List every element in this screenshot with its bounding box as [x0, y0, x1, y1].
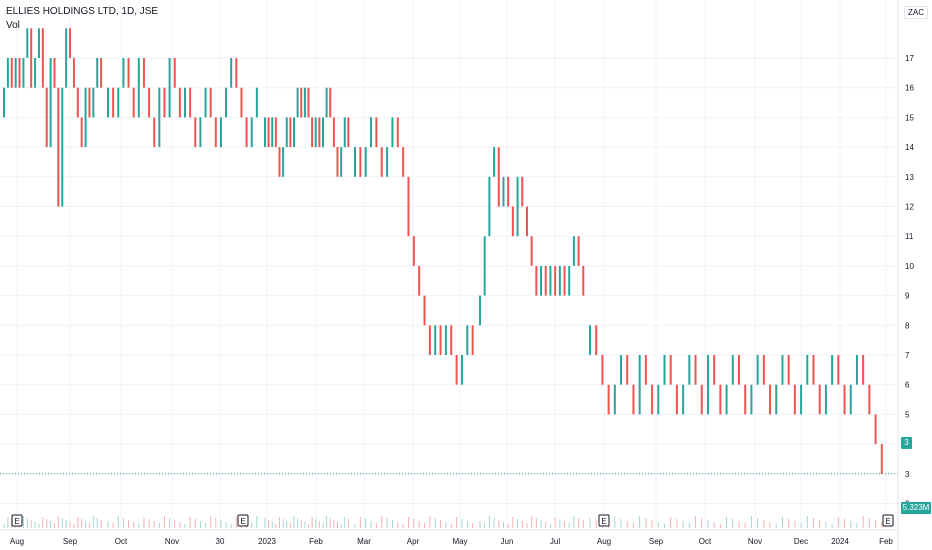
price-tick-label: 15 — [905, 113, 914, 122]
price-tick-label: 5 — [905, 410, 910, 419]
price-tick-label: 8 — [905, 321, 910, 330]
time-tick-label: Nov — [748, 537, 762, 546]
time-tick-label: Sep — [63, 537, 78, 546]
volume-tag: 5.323M — [901, 502, 931, 514]
earnings-marker-box — [882, 514, 894, 527]
earnings-marker-letter: E — [14, 517, 19, 526]
time-axis: Aug Sep Oct Nov 30 2023 Feb Mar Apr May Jun Jul Aug S… — [0, 529, 898, 546]
time-tick-label: Nov — [165, 537, 179, 546]
price-tick-label: 11 — [905, 232, 914, 241]
earnings-marker[interactable]: E — [598, 514, 610, 527]
earnings-marker[interactable]: E — [237, 514, 249, 527]
chart-grid — [0, 0, 898, 530]
time-tick-label: Aug — [10, 537, 24, 546]
price-tick-label: 13 — [905, 173, 914, 182]
currency-label[interactable]: ZAC — [904, 6, 928, 19]
symbol-title: ELLIES HOLDINGS LTD, 1D, JSE — [6, 6, 159, 17]
price-tick-label: 7 — [905, 351, 910, 360]
earnings-marker-letter: E — [601, 517, 606, 526]
time-tick-label: 2024 — [831, 537, 849, 546]
price-axis: 234567891011121314151617 — [897, 0, 914, 550]
chart-legend: ELLIES HOLDINGS LTD, 1D, JSE Vol — [6, 5, 158, 33]
time-tick-label: Aug — [597, 537, 611, 546]
earnings-marker[interactable]: E — [882, 514, 894, 527]
price-tick-label: 9 — [905, 292, 910, 301]
earnings-marker-letter: E — [885, 517, 890, 526]
earnings-marker-box — [237, 514, 249, 527]
price-tick-label: 16 — [905, 84, 914, 93]
price-tick-label: 10 — [905, 262, 914, 271]
time-tick-label: Oct — [115, 537, 128, 546]
earnings-marker-letter: E — [240, 517, 245, 526]
time-tick-label: Mar — [357, 537, 371, 546]
price-tick-label: 17 — [905, 54, 914, 63]
last-price-tag: 3 — [901, 437, 912, 449]
time-tick-label: Apr — [407, 537, 420, 546]
time-tick-label: Jul — [550, 537, 560, 546]
price-tick-label: 12 — [905, 203, 914, 212]
price-tick-label: 3 — [905, 470, 910, 479]
price-bars — [3, 28, 883, 474]
time-tick-label: 2023 — [258, 537, 276, 546]
volume-legend-label: Vol — [6, 20, 20, 31]
earnings-marker[interactable]: E — [11, 514, 23, 527]
time-tick-label: May — [452, 537, 467, 546]
time-tick-label: Oct — [699, 537, 712, 546]
earnings-marker-box — [11, 514, 23, 527]
time-tick-label: Feb — [879, 537, 893, 546]
volume-bars — [3, 516, 883, 528]
price-tick-label: 6 — [905, 381, 910, 390]
time-tick-label: Feb — [309, 537, 323, 546]
time-tick-label: 30 — [216, 537, 225, 546]
earnings-marker-box — [598, 514, 610, 527]
time-tick-label: Sep — [649, 537, 664, 546]
price-tick-label: 14 — [905, 143, 914, 152]
time-tick-label: Dec — [794, 537, 808, 546]
time-tick-label: Jun — [501, 537, 514, 546]
